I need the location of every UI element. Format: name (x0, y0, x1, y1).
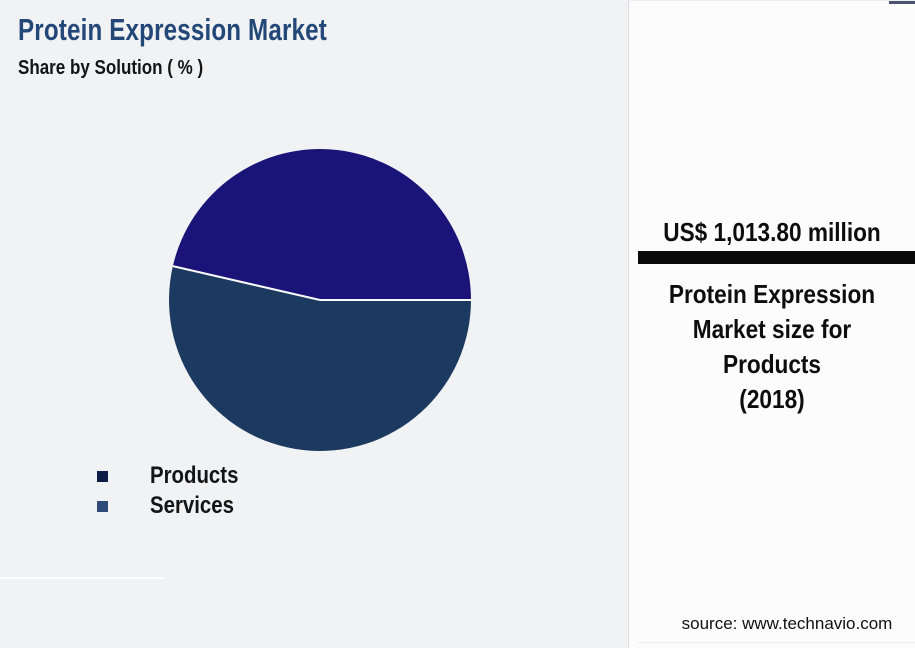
pie-slice-products (172, 149, 471, 300)
pie-separator-line (172, 265, 321, 301)
panel-bottom-line (638, 642, 915, 643)
stat-label-line-3: Products (722, 349, 822, 379)
page-title: Protein Expression Market (18, 12, 327, 47)
stat-label-line-1: Protein Expression (668, 279, 876, 309)
info-panel: US$ 1,013.80 million Protein Expression … (628, 0, 915, 648)
stat-label-line-4: (2018) (739, 384, 805, 414)
legend-item-services: Services (97, 491, 254, 521)
legend-swatch-products (97, 470, 108, 482)
divider-bar (638, 251, 915, 264)
legend-swatch-services (97, 500, 108, 512)
legend: Products Services (97, 461, 254, 521)
page-subtitle: Share by Solution ( % ) (18, 57, 204, 79)
legend-label-services: Services (150, 492, 234, 519)
decorative-line (0, 577, 165, 579)
pie-chart (169, 149, 471, 452)
stat-value: US$ 1,013.80 million (663, 217, 881, 247)
legend-item-products: Products (97, 461, 254, 491)
source-credit: source: www.technavio.com (681, 614, 893, 633)
stat-label: Protein Expression Market size for Produ… (629, 277, 915, 417)
pie-chart-container (150, 130, 490, 470)
pie-slice-services (169, 266, 471, 452)
top-edge-accent (889, 1, 915, 4)
legend-label-products: Products (150, 462, 239, 489)
stat-label-line-2: Market size for (692, 314, 852, 344)
